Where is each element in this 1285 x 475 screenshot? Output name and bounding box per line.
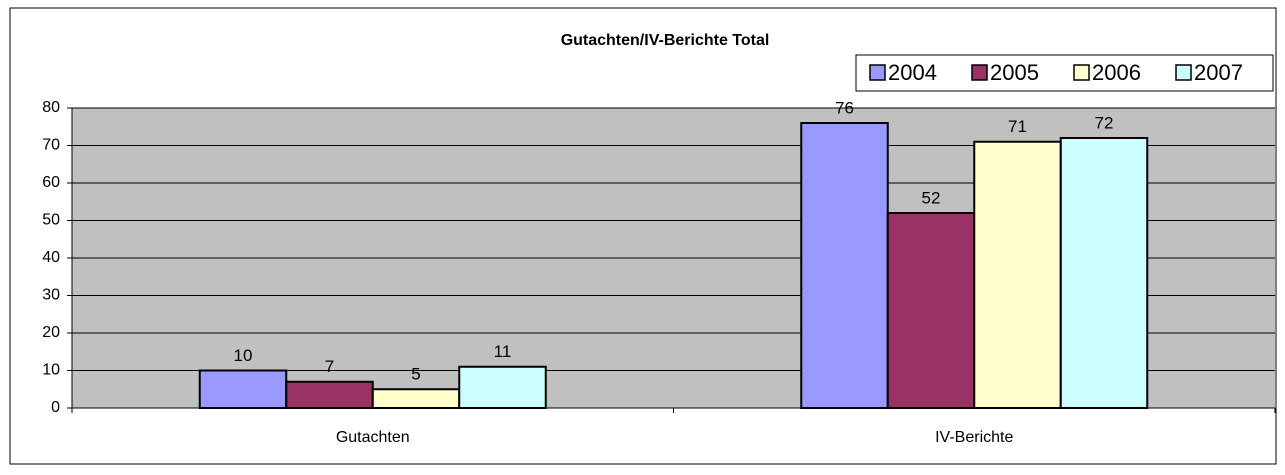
legend-box bbox=[855, 54, 1274, 92]
y-tick-label: 60 bbox=[42, 174, 60, 191]
x-tick-label: Gutachten bbox=[336, 429, 410, 446]
data-label: 72 bbox=[1095, 113, 1114, 132]
legend-label: 2004 bbox=[888, 60, 937, 85]
legend-swatch bbox=[971, 64, 988, 81]
legend-swatch bbox=[869, 64, 886, 81]
y-tick-label: 80 bbox=[42, 99, 60, 116]
legend-label: 2006 bbox=[1092, 60, 1141, 85]
bar bbox=[285, 380, 374, 409]
y-tick-label: 0 bbox=[51, 399, 60, 416]
bar bbox=[371, 388, 461, 409]
bar bbox=[886, 212, 976, 409]
legend-label: 2007 bbox=[1194, 60, 1243, 85]
x-tick-label: IV-Berichte bbox=[935, 429, 1013, 446]
bar bbox=[198, 369, 288, 409]
legend-swatch bbox=[1175, 64, 1192, 81]
y-tick-label: 30 bbox=[42, 287, 60, 304]
bar bbox=[800, 122, 889, 409]
data-label: 11 bbox=[494, 342, 512, 361]
y-tick-label: 10 bbox=[42, 362, 60, 379]
legend-swatch bbox=[1073, 64, 1090, 81]
data-label: 71 bbox=[1008, 117, 1027, 136]
y-tick-label: 20 bbox=[42, 324, 60, 341]
y-tick-label: 50 bbox=[42, 212, 60, 229]
bar bbox=[973, 140, 1062, 409]
bar bbox=[1059, 137, 1149, 409]
legend-label: 2005 bbox=[990, 60, 1039, 85]
data-label: 7 bbox=[325, 357, 334, 376]
bar bbox=[458, 365, 547, 409]
chart-title: Gutachten/IV-Berichte Total bbox=[561, 32, 770, 49]
data-label: 76 bbox=[835, 98, 854, 117]
y-tick-label: 40 bbox=[42, 249, 60, 266]
data-label: 5 bbox=[411, 365, 420, 384]
y-tick-label: 70 bbox=[42, 137, 60, 154]
data-label: 52 bbox=[922, 188, 941, 207]
data-label: 10 bbox=[234, 346, 253, 365]
